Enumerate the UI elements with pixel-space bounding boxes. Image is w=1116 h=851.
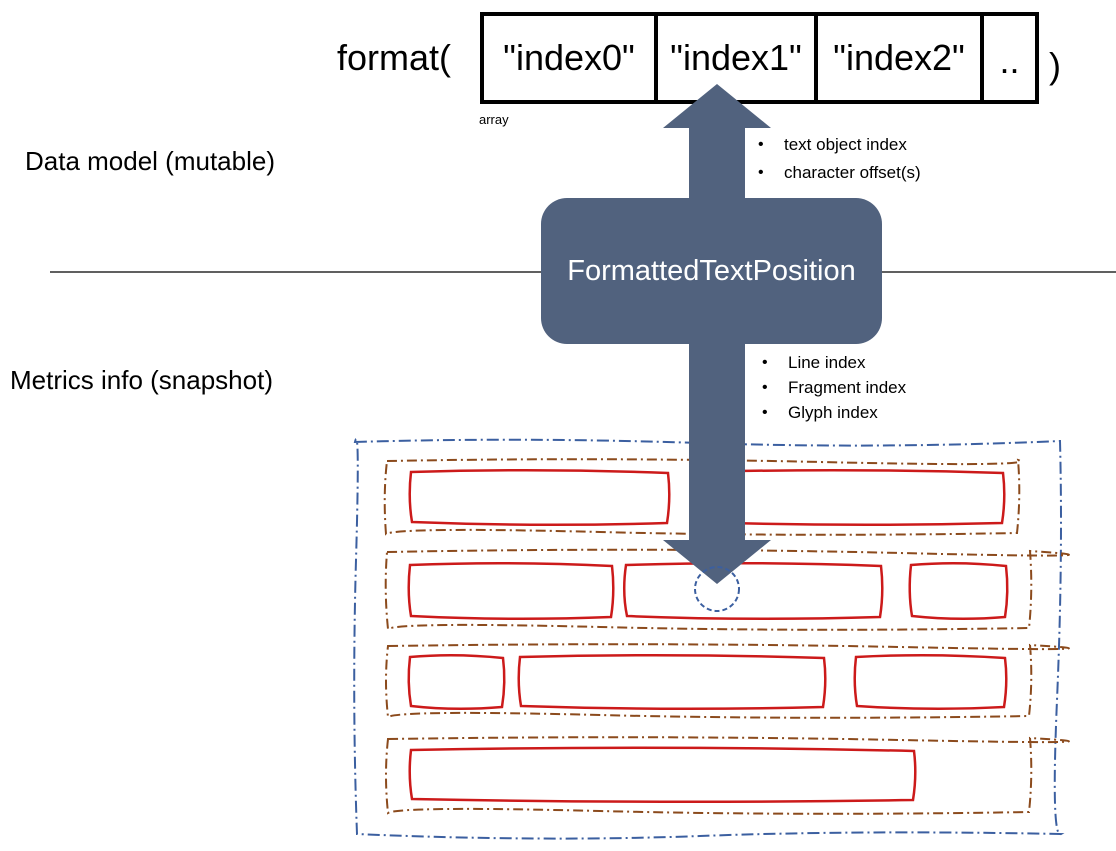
text-fragment (407, 653, 506, 711)
bullet-fragment-index: Fragment index (762, 375, 906, 400)
text-fragment (908, 561, 1009, 621)
metrics-info-label: Metrics info (snapshot) (10, 365, 273, 395)
text-layout-frame (353, 438, 1065, 840)
metrics-bullet-list: Line index Fragment index Glyph index (762, 350, 906, 425)
text-line-row (385, 643, 1070, 719)
array-cell-ellipsis: .. (999, 40, 1020, 81)
array-cell-index1: "index1" (670, 37, 802, 78)
text-line-row (384, 548, 1070, 631)
text-fragment (623, 561, 884, 621)
data-model-bullet-list: text object index character offset(s) (758, 131, 921, 187)
array-caption: array (479, 112, 509, 127)
format-call-open: format( (337, 37, 452, 78)
text-fragment (407, 561, 615, 621)
formatted-text-position-label: FormattedTextPosition (567, 254, 856, 287)
text-fragment (408, 468, 671, 527)
array-box (480, 12, 1039, 104)
text-fragment (853, 653, 1008, 711)
formatted-text-position-box (541, 198, 882, 344)
format-call-close: ) (1049, 45, 1061, 86)
glyph-target-circle (694, 566, 740, 612)
bullet-text-object-index: text object index (758, 131, 921, 159)
text-line-row (385, 736, 1070, 815)
text-fragment (408, 746, 917, 804)
bullet-character-offsets: character offset(s) (758, 159, 921, 187)
text-fragment (517, 653, 827, 711)
array-cell-index2: "index2" (833, 37, 965, 78)
array-cell-index0: "index0" (503, 37, 635, 78)
bullet-line-index: Line index (762, 350, 906, 375)
data-model-label: Data model (mutable) (25, 146, 275, 176)
text-line-row (383, 458, 1021, 536)
bullet-glyph-index: Glyph index (762, 400, 906, 425)
